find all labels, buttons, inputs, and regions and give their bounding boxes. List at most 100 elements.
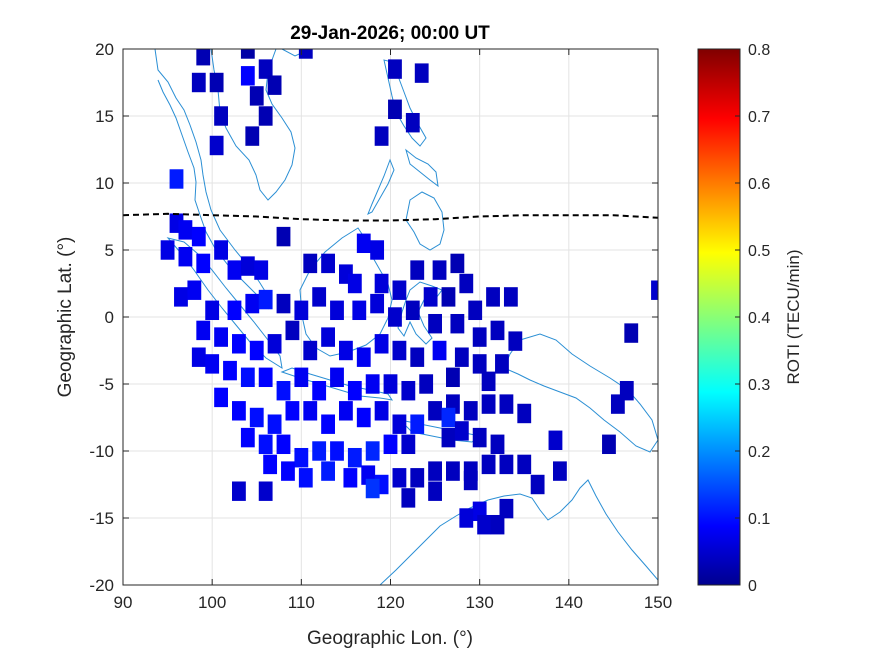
colorbar-tick-label: 0.6 <box>748 176 770 193</box>
roti-cell <box>624 323 639 343</box>
roti-cell <box>548 430 563 450</box>
roti-cell <box>446 367 460 388</box>
roti-cell <box>383 434 398 455</box>
colorbar-tick-label: 0.1 <box>748 511 770 528</box>
colorbar-tick-label: 0.8 <box>748 42 770 59</box>
x-axis-ticks: 90 100 110 120 130 140 150 <box>114 49 672 612</box>
roti-cell <box>450 313 465 334</box>
roti-cell <box>463 470 478 491</box>
roti-cell <box>370 240 385 260</box>
roti-cell <box>486 287 500 307</box>
roti-cell <box>205 300 220 321</box>
roti-cell <box>196 320 211 341</box>
roti-cell <box>303 253 318 274</box>
roti-cell <box>240 256 255 276</box>
roti-cell <box>285 320 300 341</box>
roti-cell <box>459 508 474 528</box>
roti-cell <box>481 454 496 475</box>
roti-cell <box>365 478 380 499</box>
coastline-visayas <box>405 148 439 188</box>
x-tick-label: 100 <box>198 593 226 612</box>
roti-cell <box>490 434 505 455</box>
roti-cell <box>227 260 242 280</box>
y-axis-ticks: 20 15 10 5 0 -5 -10 -15 -20 <box>89 40 658 595</box>
roti-cell <box>410 347 425 367</box>
roti-cell <box>249 407 264 428</box>
roti-cell <box>330 441 344 461</box>
roti-cell <box>463 401 478 421</box>
roti-cell <box>294 300 309 321</box>
roti-cell <box>481 371 496 392</box>
roti-cell <box>428 313 442 334</box>
roti-cell <box>610 394 625 414</box>
y-tick-label: -15 <box>89 509 114 528</box>
y-tick-label: -10 <box>89 442 114 461</box>
roti-cell <box>414 63 429 83</box>
x-axis-label: Geographic Lon. (°) <box>307 628 473 649</box>
roti-cell <box>388 307 402 327</box>
roti-cell <box>374 273 389 294</box>
roti-cell <box>249 86 264 106</box>
roti-cell <box>232 401 246 421</box>
roti-cell <box>508 331 523 351</box>
roti-cell <box>490 514 505 535</box>
coastline-palawan <box>367 158 395 216</box>
roti-cell <box>495 354 509 374</box>
roti-cell <box>374 334 389 354</box>
roti-cell <box>232 481 246 501</box>
roti-cell <box>401 488 416 508</box>
x-tick-label: 140 <box>555 593 583 612</box>
roti-cell <box>214 327 228 347</box>
roti-cell <box>209 135 224 156</box>
roti-cell <box>223 360 237 381</box>
roti-cell <box>405 112 420 133</box>
roti-cell <box>651 280 658 300</box>
roti-cell <box>392 414 407 434</box>
roti-cell <box>401 380 416 401</box>
roti-cell <box>347 273 362 294</box>
colorbar-tick-label: 0.7 <box>748 109 770 126</box>
roti-cell <box>383 374 398 394</box>
roti-cell <box>227 300 242 321</box>
roti-cell <box>321 253 335 274</box>
roti-cell <box>472 327 487 347</box>
roti-cell <box>321 327 335 347</box>
colorbar-ticks: 0 0.1 0.2 0.3 0.4 0.5 0.6 0.7 0.8 <box>735 42 770 595</box>
roti-cell <box>490 320 505 341</box>
roti-cell <box>249 340 264 361</box>
roti-cell <box>499 498 514 519</box>
roti-cell <box>258 289 273 310</box>
x-tick-label: 130 <box>465 593 493 612</box>
roti-cell <box>245 293 260 314</box>
roti-cell <box>423 287 438 307</box>
roti-cell <box>347 447 362 468</box>
roti-cell <box>392 468 407 488</box>
roti-cell <box>191 72 206 93</box>
roti-cell <box>267 334 282 354</box>
roti-cell <box>419 374 434 394</box>
y-tick-label: -20 <box>89 576 114 595</box>
roti-cell <box>374 126 389 146</box>
roti-cell <box>321 461 335 481</box>
roti-cell <box>352 300 367 321</box>
roti-cell <box>254 260 269 280</box>
roti-cell <box>276 380 291 401</box>
roti-cell <box>276 293 291 314</box>
roti-cell <box>343 468 358 488</box>
roti-cell <box>258 481 273 501</box>
roti-cell <box>356 407 371 428</box>
y-axis-label: Geographic Lat. (°) <box>55 237 76 398</box>
roti-cell <box>388 59 402 79</box>
roti-cells <box>160 49 658 535</box>
colorbar-tick-label: 0.3 <box>748 377 770 394</box>
roti-cell <box>410 260 425 280</box>
roti-cell <box>303 401 318 421</box>
x-tick-label: 110 <box>288 593 315 612</box>
roti-cell <box>339 340 353 361</box>
coastline-australia <box>379 479 658 585</box>
roti-cell <box>356 347 371 367</box>
roti-cell <box>428 461 442 481</box>
roti-cell <box>446 461 460 481</box>
roti-cell <box>530 474 545 495</box>
